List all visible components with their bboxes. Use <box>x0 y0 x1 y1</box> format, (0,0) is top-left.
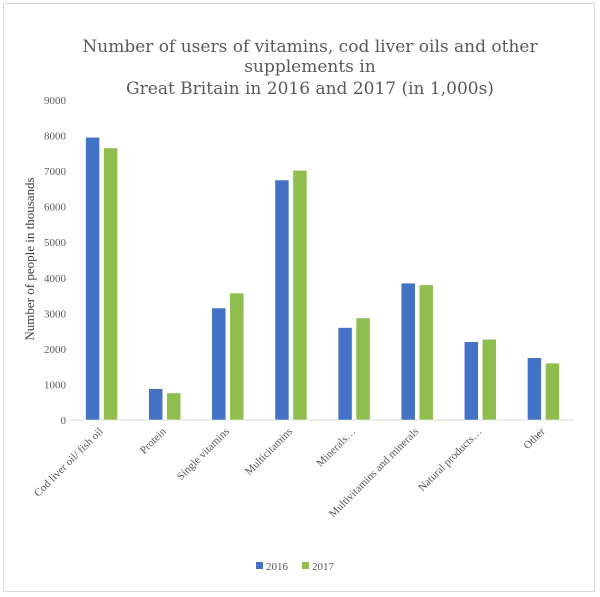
x-tick-label: Multicitamins <box>243 426 295 478</box>
y-tick-label: 9000 <box>44 95 67 107</box>
bar-2016-6 <box>400 282 416 421</box>
bar-2016-8 <box>527 357 542 421</box>
y-tick-label: 1000 <box>44 379 67 391</box>
x-tick-label: Cod liver oil/ fish oil <box>32 426 106 500</box>
y-tick-label: 4000 <box>44 273 67 285</box>
bar-2017-2 <box>166 392 181 421</box>
bar-2016-5 <box>337 327 353 421</box>
chart-title: Number of users of vitamins, cod liver o… <box>82 37 538 99</box>
bar-2016-7 <box>464 341 479 421</box>
y-tick-label: 6000 <box>44 202 67 214</box>
x-tick-label: Natural products… <box>416 426 484 494</box>
x-tick-label: Protein <box>138 425 169 456</box>
legend: 2016 2017 <box>256 561 335 573</box>
y-tick-label: 8000 <box>44 131 67 143</box>
x-axis-tick-labels: Cod liver oil/ fish oil Protein Single vit… <box>32 425 548 520</box>
bar-2017-5 <box>355 317 371 421</box>
y-tick-label: 0 <box>61 415 67 427</box>
y-tick-label: 3000 <box>44 308 67 320</box>
bar-2016-1 <box>85 137 100 421</box>
bar-2017-4 <box>292 170 308 421</box>
x-tick-label: Single vitamins <box>175 426 232 483</box>
bar-2017-8 <box>545 362 560 421</box>
bar-2016-4 <box>274 179 290 421</box>
bar-2016-3 <box>211 307 227 421</box>
bars <box>85 137 560 421</box>
y-tick-label: 7000 <box>44 166 67 178</box>
y-tick-label: 2000 <box>44 344 67 356</box>
y-tick-label: 5000 <box>44 237 67 249</box>
bar-2017-3 <box>229 292 245 421</box>
chart-title-line-1: Number of users of vitamins, cod liver o… <box>82 37 538 57</box>
legend-swatch-2016 <box>256 562 263 569</box>
chart-title-line-3: Great Britain in 2016 and 2017 (in 1,000… <box>126 79 494 99</box>
bar-2017-6 <box>418 284 434 421</box>
x-tick-label: Other <box>521 425 547 451</box>
bar-2017-7 <box>482 339 497 421</box>
bar-2017-1 <box>103 147 118 421</box>
y-axis-ticks: 0 1000 2000 3000 4000 5000 6000 7000 8000 9000 <box>44 95 67 427</box>
chart-title-line-2: supplements in <box>244 57 375 77</box>
bar-2016-2 <box>148 388 163 421</box>
legend-label-2016: 2016 <box>266 561 289 573</box>
legend-label-2017: 2017 <box>312 561 335 573</box>
legend-swatch-2017 <box>302 562 309 569</box>
x-tick-label: Minerals… <box>314 426 358 470</box>
y-axis-title: Number of people in thousands <box>22 177 37 340</box>
